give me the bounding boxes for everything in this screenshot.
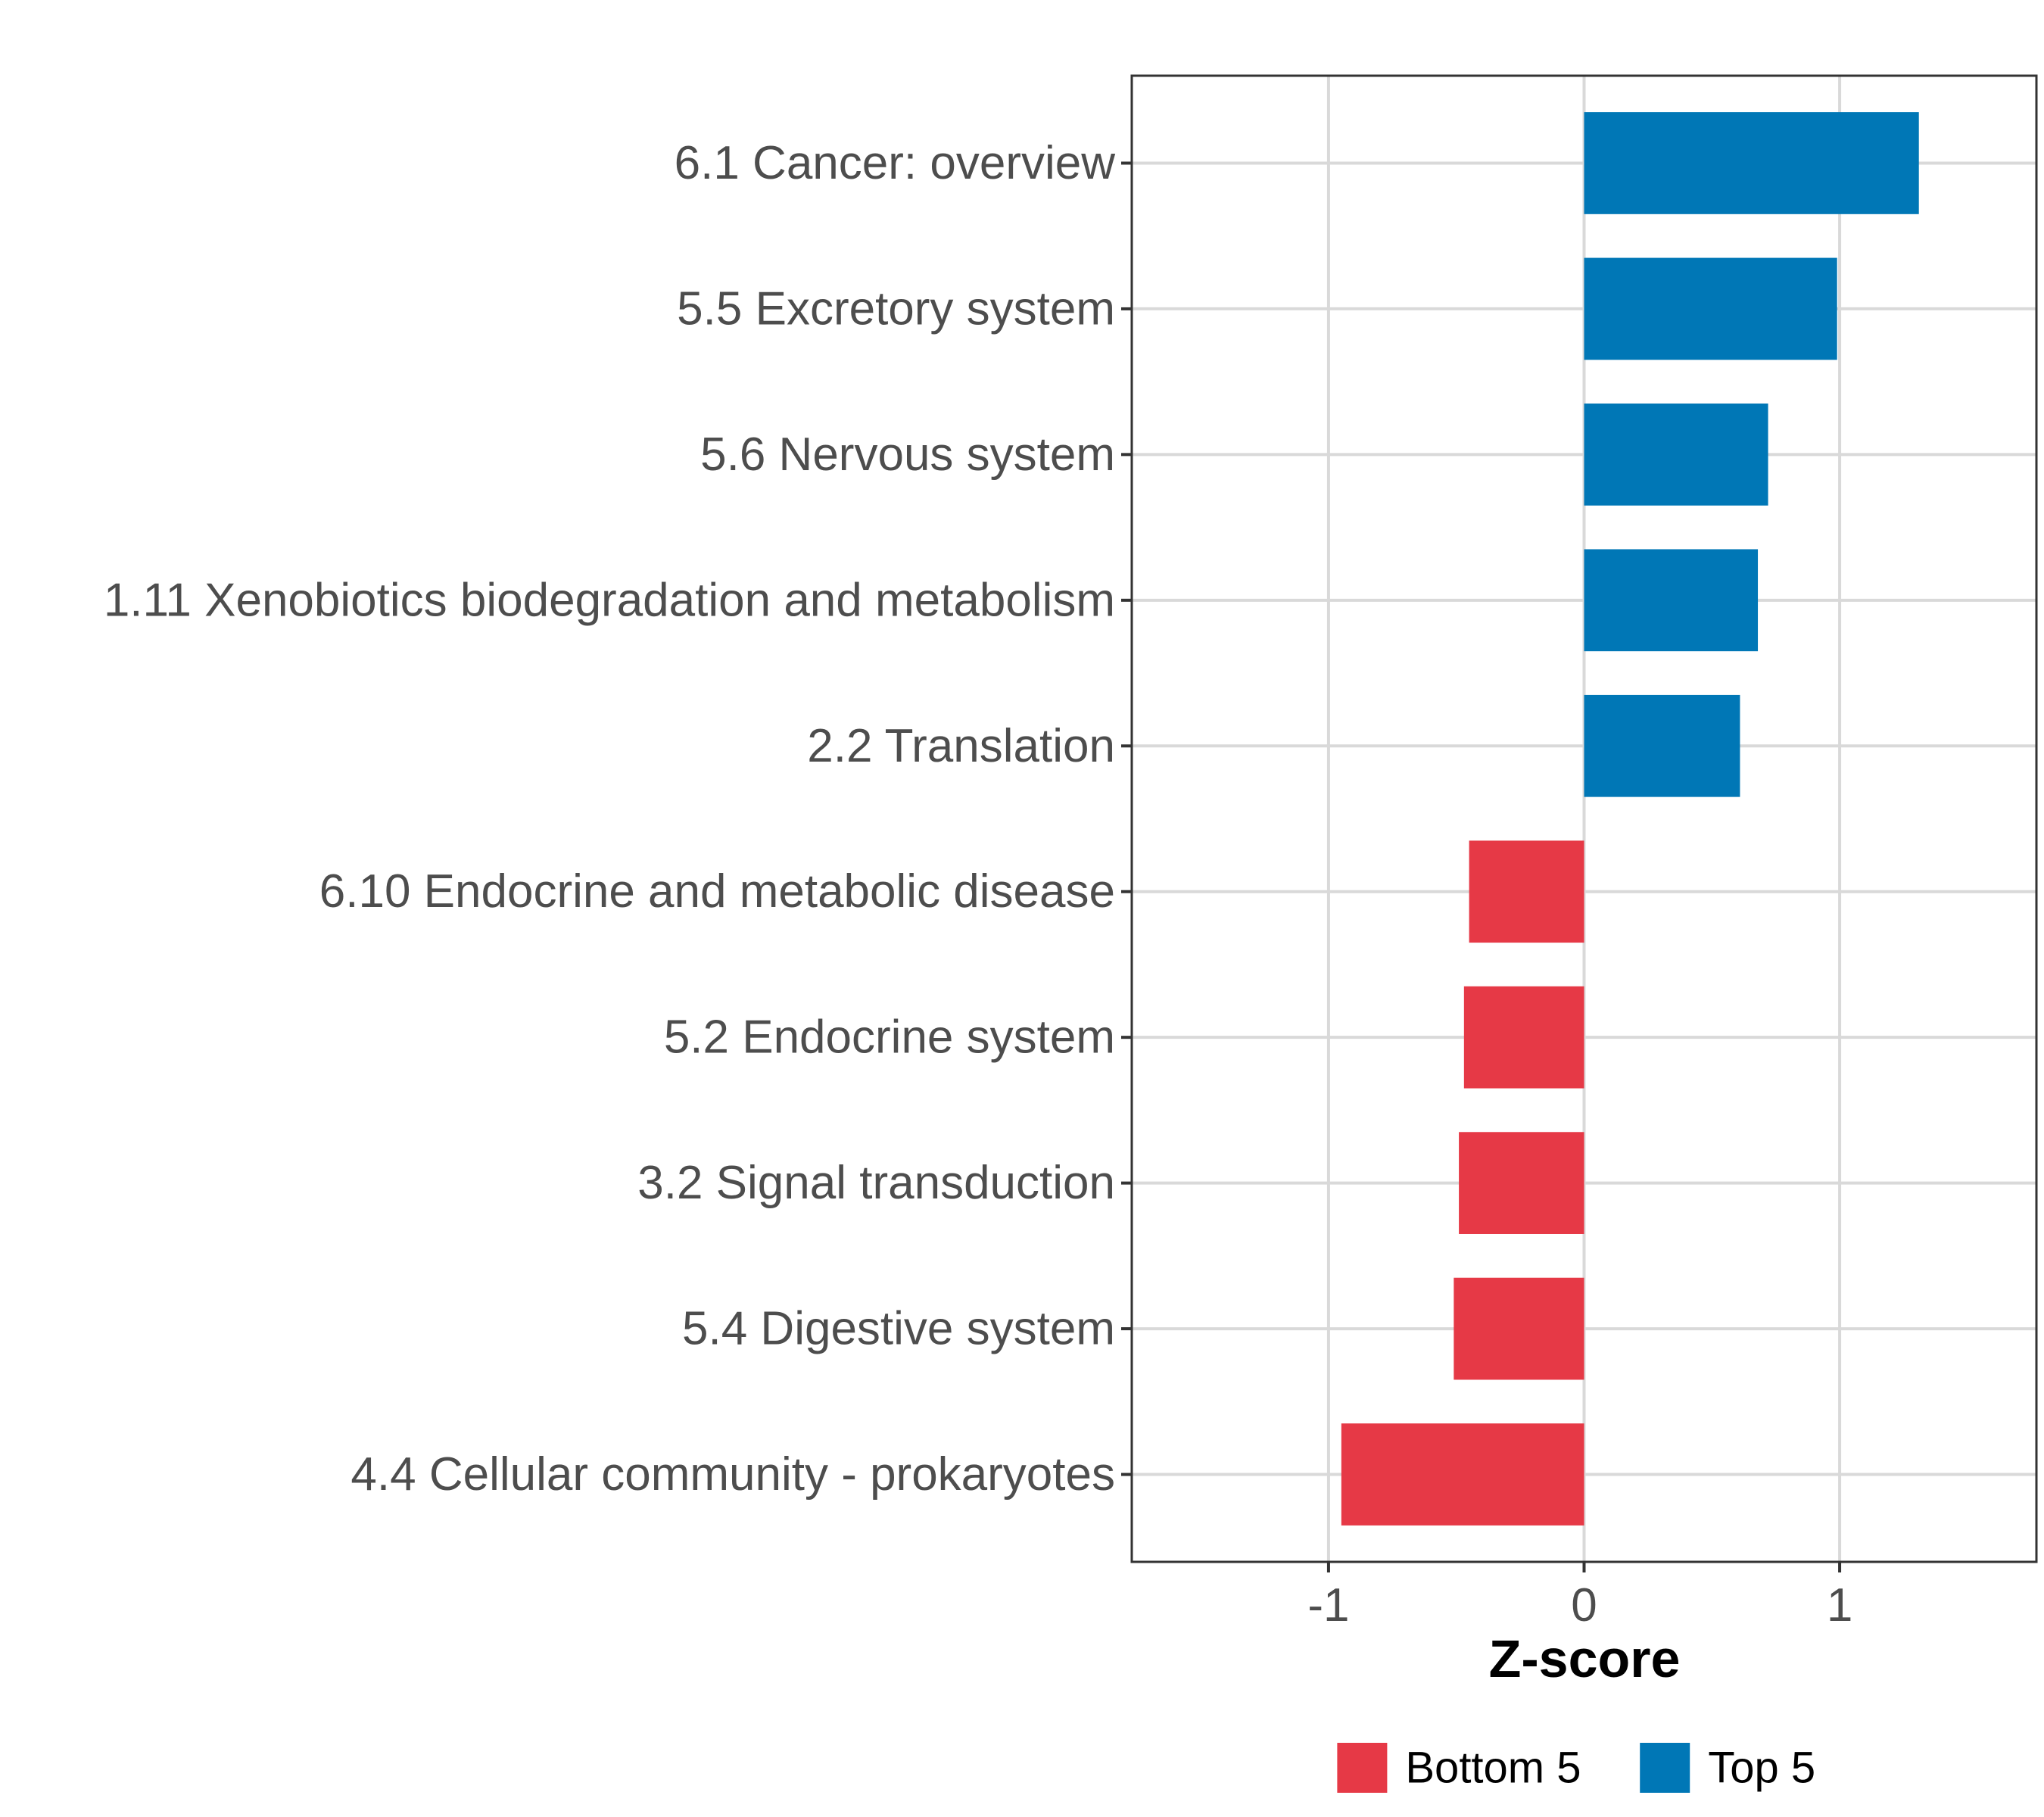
bar-5-4-digestive-system (1454, 1277, 1584, 1380)
bar-5-5-excretory-system (1584, 257, 1837, 360)
x-tick-label: -1 (1307, 1579, 1349, 1632)
x-axis-title: Z-score (1489, 1629, 1681, 1688)
legend-label-bottom-5: Bottom 5 (1405, 1744, 1581, 1793)
bar-5-6-nervous-system (1584, 404, 1768, 506)
category-label: 4.4 Cellular community - prokaryotes (351, 1448, 1115, 1501)
x-axis: -1 0 1 (1307, 1562, 1852, 1632)
bar-6-1-cancer-overview (1584, 112, 1919, 214)
category-label: 1.11 Xenobiotics biodegradation and meta… (104, 574, 1115, 626)
category-label: 6.1 Cancer: overview (675, 137, 1116, 189)
bar-3-2-signal-transduction (1459, 1132, 1584, 1234)
bar-1-11-xenobiotics-biodegradation-and-metabolism (1584, 549, 1759, 652)
category-label: 3.2 Signal transduction (637, 1157, 1115, 1209)
legend-label-top-5: Top 5 (1708, 1744, 1815, 1793)
legend-swatch-bottom-5 (1337, 1743, 1388, 1793)
bars (1341, 112, 1919, 1526)
legend-swatch-top-5 (1640, 1743, 1690, 1793)
category-label: 5.6 Nervous system (700, 429, 1115, 481)
category-label: 5.5 Excretory system (677, 282, 1115, 335)
bar-2-2-translation (1584, 694, 1740, 797)
category-label: 2.2 Translation (807, 720, 1115, 772)
bar-5-2-endocrine-system (1463, 986, 1584, 1089)
category-label: 5.4 Digestive system (682, 1303, 1115, 1355)
x-tick-label: 1 (1827, 1579, 1852, 1632)
x-tick-label: 0 (1571, 1579, 1597, 1632)
category-label: 5.2 Endocrine system (664, 1011, 1115, 1064)
bar-4-4-cellular-community-prokaryotes (1341, 1423, 1584, 1526)
category-label: 6.10 Endocrine and metabolic disease (319, 865, 1115, 918)
bar-6-10-endocrine-and-metabolic-disease (1469, 840, 1584, 943)
y-axis: 6.1 Cancer: overview 5.5 Excretory system… (104, 137, 1132, 1501)
legend: Bottom 5 Top 5 (1337, 1743, 1815, 1793)
